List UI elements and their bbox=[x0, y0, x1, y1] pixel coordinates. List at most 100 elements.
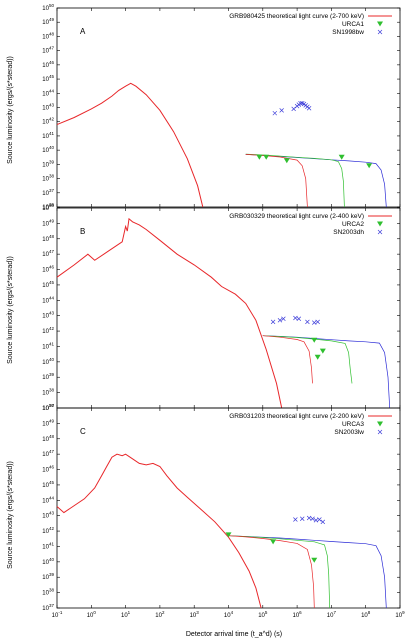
urca-marker bbox=[270, 539, 277, 545]
x-tick-label: 107 bbox=[327, 610, 337, 619]
urca-marker bbox=[338, 154, 345, 160]
x-tick-label: 108 bbox=[361, 610, 371, 619]
legend-urca-swatch bbox=[377, 21, 383, 27]
x-tick-label: 101 bbox=[121, 610, 131, 619]
sn-marker bbox=[315, 319, 320, 325]
legend-urca-swatch bbox=[377, 221, 383, 227]
sn-marker bbox=[291, 106, 296, 112]
sn-marker bbox=[299, 516, 305, 522]
panel-a: 1036 1037 1038 1039 1040 1041 1042 1043 1044 1045… bbox=[42, 3, 401, 211]
x-tick-label: 105 bbox=[258, 610, 268, 619]
sn-marker bbox=[310, 516, 315, 522]
panel-letter: C bbox=[80, 427, 86, 436]
sn-marker bbox=[281, 316, 286, 322]
sn-marker bbox=[272, 110, 278, 116]
y-tick-label: 1043 bbox=[42, 511, 54, 520]
sn-marker bbox=[317, 517, 322, 522]
y-tick-label: 1045 bbox=[42, 480, 54, 489]
series-line-urca-red bbox=[262, 335, 313, 384]
urca-marker bbox=[314, 354, 321, 360]
y-tick-label: 1036 bbox=[42, 202, 54, 211]
urca-marker bbox=[319, 348, 326, 354]
x-axis-label: Detector arrival time (t_a^d) (s) bbox=[186, 631, 282, 638]
legend-sn-swatch bbox=[377, 229, 383, 235]
legend-urca-label: URCA2 bbox=[342, 221, 364, 228]
y-tick-label: 1039 bbox=[42, 372, 54, 381]
y-tick-label: 1048 bbox=[42, 31, 54, 40]
sn-marker bbox=[306, 515, 312, 521]
y-tick-label: 1037 bbox=[42, 403, 54, 412]
y-tick-label: 1048 bbox=[42, 234, 54, 243]
panel-b: 1037 1038 1039 1040 1041 1042 1043 1044 1045 1046… bbox=[42, 203, 401, 412]
sn-marker bbox=[279, 108, 284, 113]
y-tick-label: 1039 bbox=[42, 159, 54, 168]
y-tick-label: 1046 bbox=[42, 465, 54, 474]
legend-sn-swatch bbox=[377, 429, 383, 435]
y-tick-label: 1050 bbox=[42, 203, 54, 212]
x-tick-label: 104 bbox=[224, 610, 234, 619]
legend-sn-label: SN2003dh bbox=[333, 229, 364, 236]
urca-marker bbox=[263, 154, 270, 160]
y-axis-label-a: Source luminosity (ergs/(s*sterad)) bbox=[7, 56, 14, 164]
legend-urca-label: URCA3 bbox=[342, 421, 364, 428]
panel-c: 1037 1038 1039 1040 1041 1042 1043 1044 1045 1046… bbox=[42, 403, 405, 619]
sn-marker bbox=[293, 517, 298, 522]
series-line-urca-blue bbox=[245, 154, 387, 208]
legend-urca-label: URCA1 bbox=[342, 21, 364, 28]
sn-marker bbox=[312, 320, 317, 325]
y-axis-label-c: Source luminosity (ergs/(s*sterad)) bbox=[7, 461, 14, 569]
y-tick-label: 1039 bbox=[42, 572, 54, 581]
urca-marker bbox=[256, 154, 263, 160]
y-tick-label: 1047 bbox=[42, 249, 54, 258]
y-tick-label: 1041 bbox=[42, 131, 54, 140]
legend-sn-label: SN1998bw bbox=[332, 29, 364, 36]
y-tick-label: 1044 bbox=[42, 88, 54, 97]
y-tick-label: 1050 bbox=[42, 3, 54, 12]
legend-sn-label: SN2003lw bbox=[334, 429, 364, 436]
sn-marker bbox=[296, 316, 302, 322]
y-tick-label: 1043 bbox=[42, 311, 54, 320]
urca-marker bbox=[311, 557, 318, 563]
urca-marker bbox=[225, 532, 232, 538]
sn-marker bbox=[277, 318, 283, 323]
legend-grb-label: GRB980425 theoretical light curve (2-700… bbox=[229, 13, 364, 20]
sn-marker bbox=[320, 519, 326, 525]
sn-marker bbox=[306, 105, 312, 111]
x-tick-label: 106 bbox=[292, 610, 302, 619]
panel-letter: B bbox=[80, 227, 85, 236]
y-tick-label: 1046 bbox=[42, 60, 54, 69]
series-line-grb bbox=[56, 453, 262, 609]
y-tick-label: 1037 bbox=[42, 188, 54, 197]
y-tick-label: 1037 bbox=[42, 603, 54, 612]
series-line-urca-green bbox=[262, 335, 353, 384]
series-line-grb bbox=[56, 217, 283, 409]
y-tick-label: 1049 bbox=[42, 17, 54, 26]
plot-frame bbox=[56, 207, 401, 409]
legend-urca-swatch bbox=[377, 421, 383, 427]
y-tick-label: 1043 bbox=[42, 103, 54, 112]
legend-grb-label: GRB031203 theoretical light curve (2-200… bbox=[229, 413, 364, 420]
y-tick-label: 1049 bbox=[42, 418, 54, 427]
series-line-urca-green bbox=[245, 153, 345, 208]
series-line-urca-red bbox=[228, 535, 315, 609]
y-tick-label: 1040 bbox=[42, 357, 54, 366]
urca-marker bbox=[283, 158, 290, 164]
y-tick-label: 1045 bbox=[42, 280, 54, 289]
panel-letter: A bbox=[80, 27, 86, 36]
sn-marker bbox=[270, 319, 276, 325]
y-tick-label: 1044 bbox=[42, 495, 54, 504]
y-tick-label: 1047 bbox=[42, 449, 54, 458]
urca-marker bbox=[311, 337, 318, 343]
legend-sn-swatch bbox=[377, 29, 383, 35]
x-tick-label: 100 bbox=[87, 610, 97, 619]
y-tick-label: 1042 bbox=[42, 117, 54, 126]
x-tick-label: 10-1 bbox=[52, 610, 63, 619]
x-tick-label: 102 bbox=[155, 610, 165, 619]
y-tick-label: 1038 bbox=[42, 388, 54, 397]
urca-marker bbox=[366, 163, 373, 169]
series-line-grb bbox=[56, 82, 204, 208]
y-tick-label: 1040 bbox=[42, 145, 54, 154]
y-tick-label: 1050 bbox=[42, 403, 54, 412]
y-axis-label-b: Source luminosity (ergs/(s*sterad)) bbox=[7, 256, 14, 364]
